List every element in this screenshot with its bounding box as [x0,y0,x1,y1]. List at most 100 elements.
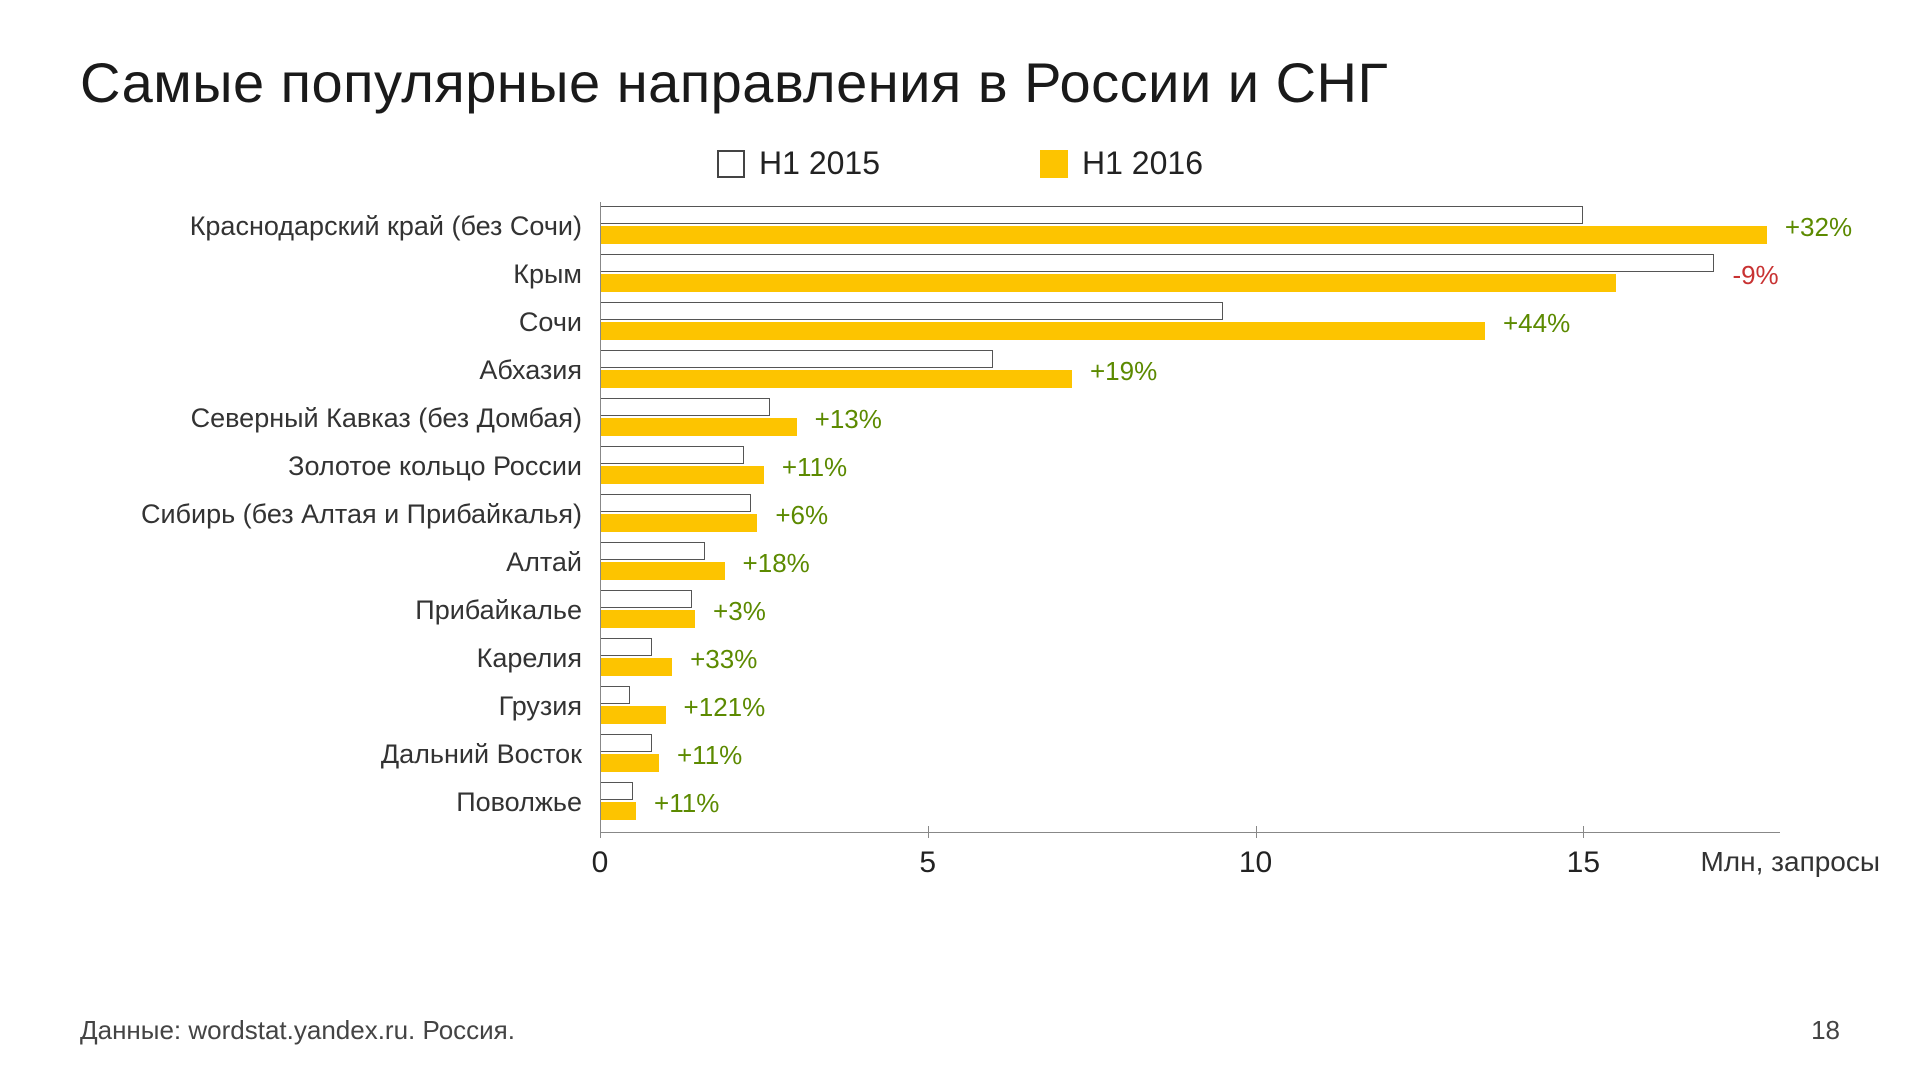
row-pct: +11% [677,740,742,771]
bar-2016 [600,706,666,724]
row-bars: +11% [600,442,1780,490]
x-axis-line [600,832,1780,833]
row-pct: +33% [690,644,757,675]
bar-2015 [600,206,1583,224]
chart-row: Краснодарский край (без Сочи)+32% [80,202,1840,250]
bar-2015 [600,782,633,800]
row-label: Сибирь (без Алтая и Прибайкалья) [80,499,600,530]
bar-2016 [600,322,1485,340]
bar-2015 [600,590,692,608]
row-pct: +18% [743,548,810,579]
bar-2015 [600,494,751,512]
x-tick-label: 0 [592,846,609,880]
x-tick [1256,826,1257,838]
row-bars: +11% [600,730,1780,778]
row-label: Дальний Восток [80,739,600,770]
row-pct: +44% [1503,308,1570,339]
bar-2016 [600,418,797,436]
row-bars: +44% [600,298,1780,346]
x-tick [600,826,601,838]
x-tick-label: 10 [1239,846,1272,880]
row-label: Поволжье [80,787,600,818]
bar-2016 [600,610,695,628]
row-bars: +32% [600,202,1780,250]
legend-item-2015: H1 2015 [717,145,880,182]
legend-label-2015: H1 2015 [759,145,880,182]
legend-item-2016: H1 2016 [1040,145,1203,182]
bar-2015 [600,686,630,704]
chart-row: Абхазия +19% [80,346,1840,394]
row-label: Прибайкалье [80,595,600,626]
chart-rows: Краснодарский край (без Сочи)+32%Крым-9%… [80,202,1840,826]
footer: Данные: wordstat.yandex.ru. Россия. 18 [80,1015,1840,1046]
y-axis-line [600,202,601,826]
row-bars: +3% [600,586,1780,634]
chart-row: Алтай +18% [80,538,1840,586]
bar-2016 [600,562,725,580]
bar-2015 [600,446,744,464]
row-pct: +11% [782,452,847,483]
row-bars: +33% [600,634,1780,682]
x-tick-label: 15 [1567,846,1600,880]
chart-row: Грузия +121% [80,682,1840,730]
legend-swatch-2015 [717,150,745,178]
row-bars: +121% [600,682,1780,730]
footer-page: 18 [1811,1015,1840,1046]
bar-2016 [600,466,764,484]
x-axis-label: Млн, запросы [1700,846,1880,878]
row-bars: +6% [600,490,1780,538]
bar-2016 [600,226,1767,244]
chart-row: Карелия +33% [80,634,1840,682]
chart-row: Золотое кольцо России +11% [80,442,1840,490]
x-tick-label: 5 [919,846,936,880]
bar-2015 [600,542,705,560]
row-pct: +32% [1785,212,1852,243]
row-pct: +13% [815,404,882,435]
row-bars: +19% [600,346,1780,394]
chart: Краснодарский край (без Сочи)+32%Крым-9%… [80,202,1840,892]
bar-2016 [600,658,672,676]
row-bars: +11% [600,778,1780,826]
row-pct: +6% [775,500,828,531]
row-label: Алтай [80,547,600,578]
bar-2015 [600,302,1223,320]
footer-source: Данные: wordstat.yandex.ru. Россия. [80,1015,515,1046]
chart-row: Поволжье +11% [80,778,1840,826]
bar-2016 [600,802,636,820]
row-pct: +121% [684,692,766,723]
bar-2016 [600,514,757,532]
chart-row: Сибирь (без Алтая и Прибайкалья) +6% [80,490,1840,538]
row-bars: +13% [600,394,1780,442]
chart-row: Северный Кавказ (без Домбая)+13% [80,394,1840,442]
legend-swatch-2016 [1040,150,1068,178]
bar-2016 [600,274,1616,292]
x-tick [928,826,929,838]
row-label: Карелия [80,643,600,674]
bar-2016 [600,754,659,772]
chart-row: Крым -9% [80,250,1840,298]
x-axis: 051015 Млн, запросы [600,832,1780,892]
row-label: Грузия [80,691,600,722]
row-bars: -9% [600,250,1780,298]
row-pct: -9% [1732,260,1778,291]
legend-label-2016: H1 2016 [1082,145,1203,182]
row-pct: +19% [1090,356,1157,387]
bar-2015 [600,398,770,416]
slide: Самые популярные направления в России и … [0,0,1920,1080]
row-label: Золотое кольцо России [80,451,600,482]
row-pct: +11% [654,788,719,819]
row-label: Сочи [80,307,600,338]
row-label: Абхазия [80,355,600,386]
row-bars: +18% [600,538,1780,586]
row-label: Краснодарский край (без Сочи) [80,211,600,242]
bar-2015 [600,254,1714,272]
slide-title: Самые популярные направления в России и … [80,50,1840,115]
x-tick [1583,826,1584,838]
bar-2015 [600,734,652,752]
chart-row: Прибайкалье +3% [80,586,1840,634]
chart-row: Дальний Восток +11% [80,730,1840,778]
bar-2015 [600,638,652,656]
row-label: Крым [80,259,600,290]
legend: H1 2015 H1 2016 [80,145,1840,182]
row-pct: +3% [713,596,766,627]
